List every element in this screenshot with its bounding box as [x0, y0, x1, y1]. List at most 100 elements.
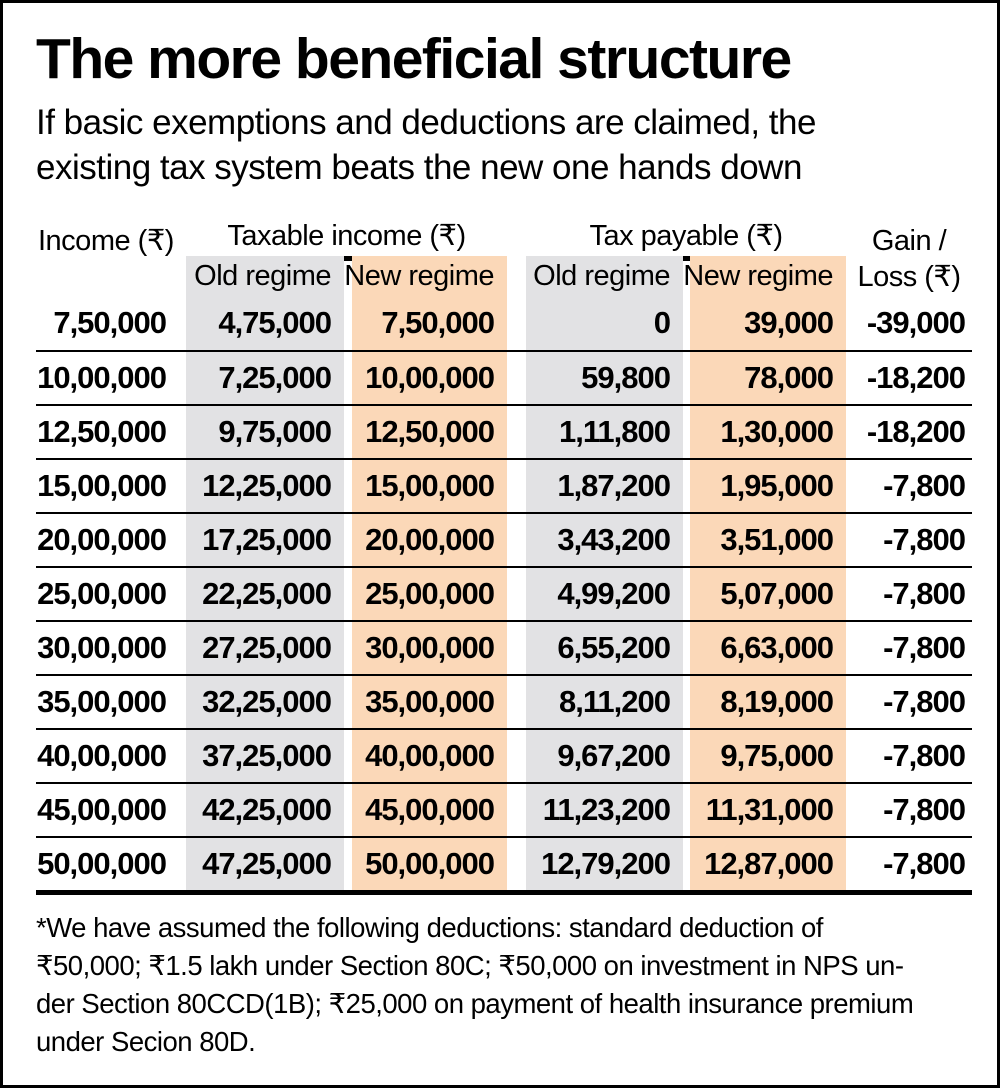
- cell-gain-loss: -18,200: [866, 360, 966, 395]
- cell-income: 20,00,000: [37, 522, 167, 557]
- column-header-gain-line1: Gain /: [871, 225, 947, 257]
- cell-taxable-new: 25,00,000: [352, 568, 507, 620]
- table-row: 25,00,000 22,25,000 25,00,000 4,99,200 5…: [36, 566, 972, 620]
- footnote-line: under Secion 80D.: [36, 1026, 256, 1057]
- cell-taxable-old: 27,25,000: [186, 622, 344, 674]
- column-header-gain-line2: Loss (₹): [857, 260, 961, 293]
- subheader-tax-old-regime: Old regime: [526, 256, 683, 296]
- cell-taxable-old: 9,75,000: [186, 406, 344, 458]
- cell-income: 50,00,000: [37, 846, 167, 881]
- cell-taxable-old: 17,25,000: [186, 514, 344, 566]
- cell-income: 12,50,000: [37, 414, 167, 449]
- cell-taxable-old: 32,25,000: [186, 676, 344, 728]
- cell-income: 30,00,000: [37, 630, 167, 665]
- cell-taxable-new: 40,00,000: [352, 730, 507, 782]
- cell-taxable-old: 22,25,000: [186, 568, 344, 620]
- cell-tax-old: 0: [526, 296, 683, 350]
- cell-gain-loss: -7,800: [883, 522, 966, 557]
- cell-taxable-new: 35,00,000: [352, 676, 507, 728]
- footnote-line: der Section 80CCD(1B); ₹25,000 on paymen…: [36, 988, 914, 1019]
- cell-tax-old: 11,23,200: [526, 784, 683, 836]
- table-row: 20,00,000 17,25,000 20,00,000 3,43,200 3…: [36, 512, 972, 566]
- cell-tax-old: 3,43,200: [526, 514, 683, 566]
- footnote-line: *We have assumed the following deduction…: [36, 912, 823, 943]
- table-row: 15,00,000 12,25,000 15,00,000 1,87,200 1…: [36, 458, 972, 512]
- column-header-income: Income (₹): [38, 225, 174, 257]
- cell-taxable-new: 15,00,000: [352, 460, 507, 512]
- cell-tax-new: 1,95,000: [690, 460, 846, 512]
- cell-gain-loss: -7,800: [883, 468, 966, 503]
- table-row: 10,00,000 7,25,000 10,00,000 59,800 78,0…: [36, 350, 972, 404]
- table-row: 30,00,000 27,25,000 30,00,000 6,55,200 6…: [36, 620, 972, 674]
- cell-tax-old: 9,67,200: [526, 730, 683, 782]
- cell-taxable-new: 30,00,000: [352, 622, 507, 674]
- cell-gain-loss: -7,800: [883, 792, 966, 827]
- subheader-taxable-new-regime: New regime: [344, 256, 507, 296]
- cell-tax-new: 12,87,000: [690, 838, 846, 890]
- cell-taxable-old: 42,25,000: [186, 784, 344, 836]
- cell-tax-new: 11,31,000: [690, 784, 846, 836]
- cell-taxable-new: 10,00,000: [352, 352, 507, 404]
- cell-tax-new: 6,63,000: [690, 622, 846, 674]
- cell-taxable-old: 4,75,000: [186, 296, 344, 350]
- cell-income: 7,50,000: [53, 305, 167, 340]
- cell-tax-old: 1,87,200: [526, 460, 683, 512]
- table-row: 12,50,000 9,75,000 12,50,000 1,11,800 1,…: [36, 404, 972, 458]
- cell-income: 10,00,000: [37, 360, 167, 395]
- cell-gain-loss: -7,800: [883, 846, 966, 881]
- footnote: *We have assumed the following deduction…: [36, 909, 972, 1061]
- table-body: 7,50,000 4,75,000 7,50,000 0 39,000 -39,…: [36, 296, 972, 890]
- cell-tax-old: 8,11,200: [526, 676, 683, 728]
- cell-income: 25,00,000: [37, 576, 167, 611]
- column-group-taxable-income: Taxable income (₹): [186, 218, 507, 261]
- cell-gain-loss: -7,800: [883, 576, 966, 611]
- cell-tax-new: 5,07,000: [690, 568, 846, 620]
- cell-income: 35,00,000: [37, 684, 167, 719]
- cell-income: 40,00,000: [37, 738, 167, 773]
- cell-income: 15,00,000: [37, 468, 167, 503]
- cell-tax-new: 78,000: [690, 352, 846, 404]
- cell-tax-new: 1,30,000: [690, 406, 846, 458]
- cell-tax-old: 4,99,200: [526, 568, 683, 620]
- table-row: 35,00,000 32,25,000 35,00,000 8,11,200 8…: [36, 674, 972, 728]
- cell-gain-loss: -7,800: [883, 738, 966, 773]
- cell-tax-old: 12,79,200: [526, 838, 683, 890]
- cell-tax-old: 6,55,200: [526, 622, 683, 674]
- table-row: 50,00,000 47,25,000 50,00,000 12,79,200 …: [36, 836, 972, 890]
- table-header-row-sub: Old regime New regime Old regime New reg…: [36, 256, 972, 296]
- tax-comparison-table: Income (₹) Taxable income (₹) Tax payabl…: [36, 218, 972, 895]
- cell-tax-old: 59,800: [526, 352, 683, 404]
- footnote-line: ₹50,000; ₹1.5 lakh under Section 80C; ₹5…: [36, 950, 904, 981]
- cell-taxable-new: 45,00,000: [352, 784, 507, 836]
- table-row: 45,00,000 42,25,000 45,00,000 11,23,200 …: [36, 782, 972, 836]
- cell-gain-loss: -18,200: [866, 414, 966, 449]
- cell-income: 45,00,000: [37, 792, 167, 827]
- cell-gain-loss: -7,800: [883, 630, 966, 665]
- cell-gain-loss: -39,000: [866, 305, 966, 340]
- subtitle-line: existing tax system beats the new one ha…: [36, 148, 802, 187]
- cell-tax-new: 8,19,000: [690, 676, 846, 728]
- cell-tax-new: 9,75,000: [690, 730, 846, 782]
- table-row: 40,00,000 37,25,000 40,00,000 9,67,200 9…: [36, 728, 972, 782]
- table-header-row-groups: Income (₹) Taxable income (₹) Tax payabl…: [36, 218, 972, 261]
- subtitle-line: If basic exemptions and deductions are c…: [36, 103, 816, 142]
- cell-gain-loss: -7,800: [883, 684, 966, 719]
- cell-taxable-old: 37,25,000: [186, 730, 344, 782]
- cell-tax-old: 1,11,800: [526, 406, 683, 458]
- cell-tax-new: 3,51,000: [690, 514, 846, 566]
- cell-taxable-new: 50,00,000: [352, 838, 507, 890]
- cell-taxable-new: 12,50,000: [352, 406, 507, 458]
- cell-taxable-new: 20,00,000: [352, 514, 507, 566]
- subheader-tax-new-regime: New regime: [683, 256, 846, 296]
- cell-taxable-old: 12,25,000: [186, 460, 344, 512]
- subheader-taxable-old-regime: Old regime: [186, 256, 344, 296]
- cell-tax-new: 39,000: [690, 296, 846, 350]
- page-subtitle: If basic exemptions and deductions are c…: [36, 100, 969, 190]
- column-group-tax-payable: Tax payable (₹): [526, 218, 846, 261]
- cell-taxable-new: 7,50,000: [352, 296, 507, 350]
- table-bottom-rule: [36, 890, 972, 895]
- cell-taxable-old: 7,25,000: [186, 352, 344, 404]
- table-row: 7,50,000 4,75,000 7,50,000 0 39,000 -39,…: [36, 296, 972, 350]
- cell-taxable-old: 47,25,000: [186, 838, 344, 890]
